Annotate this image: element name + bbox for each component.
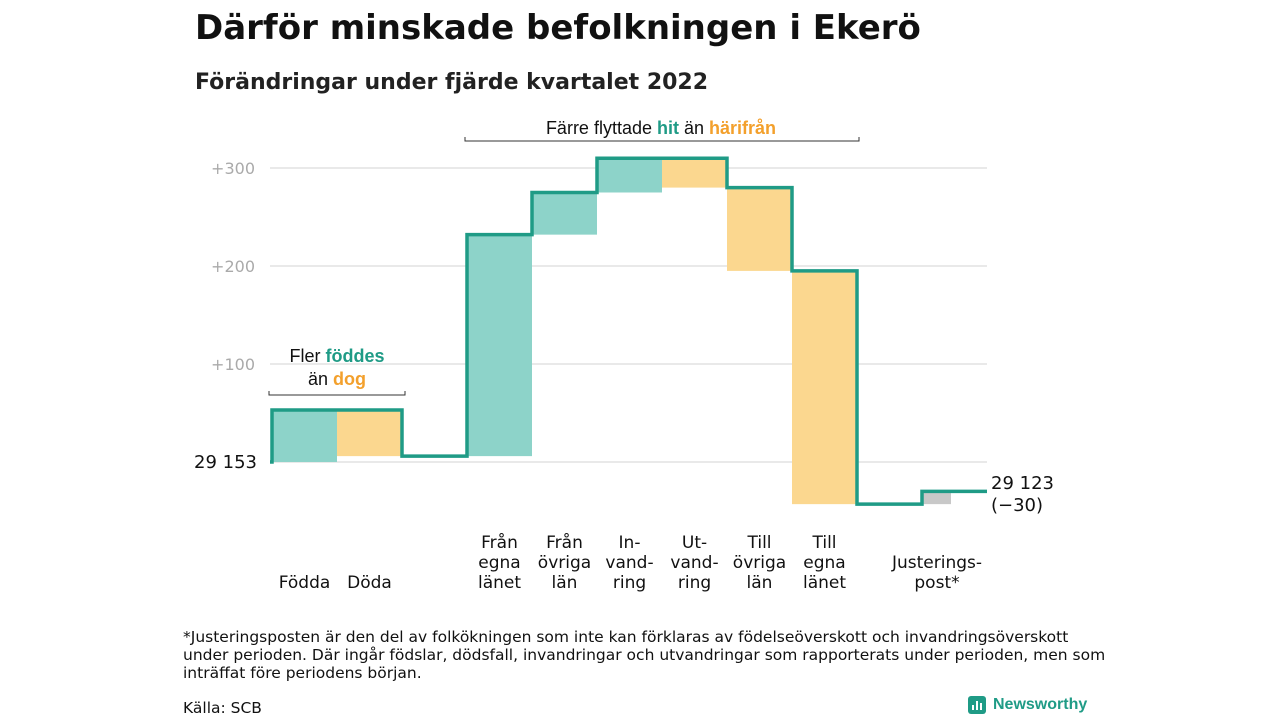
category-label: In- <box>619 533 641 553</box>
category-label: län <box>552 573 578 593</box>
category-label: Justerings- <box>891 553 982 573</box>
brand-name: Newsworthy <box>993 696 1088 713</box>
category-label: vand- <box>670 553 718 573</box>
start-value-label: 29 153 <box>194 452 257 473</box>
category-label: Från <box>546 532 583 553</box>
annotation-highlight: härifrån <box>709 118 776 138</box>
waterfall-bar <box>792 270 857 505</box>
births-annotation-line1: Fler föddes <box>289 346 384 366</box>
waterfall-step-line <box>270 156 987 506</box>
category-label: Ut- <box>682 533 707 553</box>
category-label: Från <box>481 532 518 553</box>
labels: +100 +200 +300 29 153 29 123(−30) Födda Döda Fr… <box>194 159 1054 593</box>
annotation-text: Fler <box>289 346 325 366</box>
annotation-text: än <box>679 118 709 138</box>
migration-bracket <box>464 137 860 142</box>
source-label: Källa: SCB <box>183 699 262 717</box>
annotation-highlight: hit <box>657 118 679 138</box>
category-label: övriga <box>733 553 786 573</box>
end-value-label: 29 123 <box>991 473 1054 494</box>
waterfall-bar <box>272 410 337 462</box>
category-label: Till <box>811 533 836 553</box>
annotation-text: Färre flyttade <box>546 118 657 138</box>
annotation-highlight: dog <box>333 369 366 389</box>
category-label: Döda <box>347 573 392 593</box>
category-label: länet <box>478 573 521 593</box>
y-tick-label: +200 <box>211 257 255 276</box>
waterfall-bar <box>532 192 597 235</box>
waterfall-bar <box>597 158 662 193</box>
bar-chart-icon <box>968 696 986 714</box>
waterfall-bar <box>662 158 727 188</box>
category-label: post* <box>914 573 959 593</box>
births-deaths-bracket <box>268 391 406 396</box>
category-label: egna <box>478 553 520 573</box>
category-label: länet <box>803 573 846 593</box>
category-label: övriga <box>538 553 591 573</box>
footnote: *Justeringsposten är den del av folkökni… <box>183 628 1106 682</box>
category-label: Födda <box>279 573 331 593</box>
chart-subtitle: Förändringar under fjärde kvartalet 2022 <box>195 70 709 95</box>
births-annotation-line2: än dog <box>308 369 366 389</box>
category-label: ring <box>678 573 711 593</box>
brand-logo: Newsworthy <box>968 696 1087 714</box>
y-tick-label: +100 <box>211 355 255 374</box>
category-label: län <box>747 573 773 593</box>
category-label: vand- <box>605 553 653 573</box>
annotations: Fler föddes än dog Färre flyttade hit än h… <box>268 118 860 396</box>
waterfall-bar <box>337 410 402 457</box>
category-label: ring <box>613 573 646 593</box>
y-tick-label: +300 <box>211 159 255 178</box>
end-value-label: (−30) <box>991 495 1043 516</box>
waterfall-bar <box>922 491 951 505</box>
step-line <box>270 156 987 506</box>
bars <box>272 158 951 505</box>
chart-title: Därför minskade befolkningen i Ekerö <box>195 8 921 48</box>
annotation-highlight: föddes <box>325 346 384 366</box>
waterfall-bar <box>727 187 792 271</box>
annotation-text: än <box>308 369 333 389</box>
migration-annotation: Färre flyttade hit än härifrån <box>546 118 776 138</box>
category-label: egna <box>803 553 845 573</box>
waterfall-bar <box>467 234 532 457</box>
category-label: Till <box>746 533 771 553</box>
